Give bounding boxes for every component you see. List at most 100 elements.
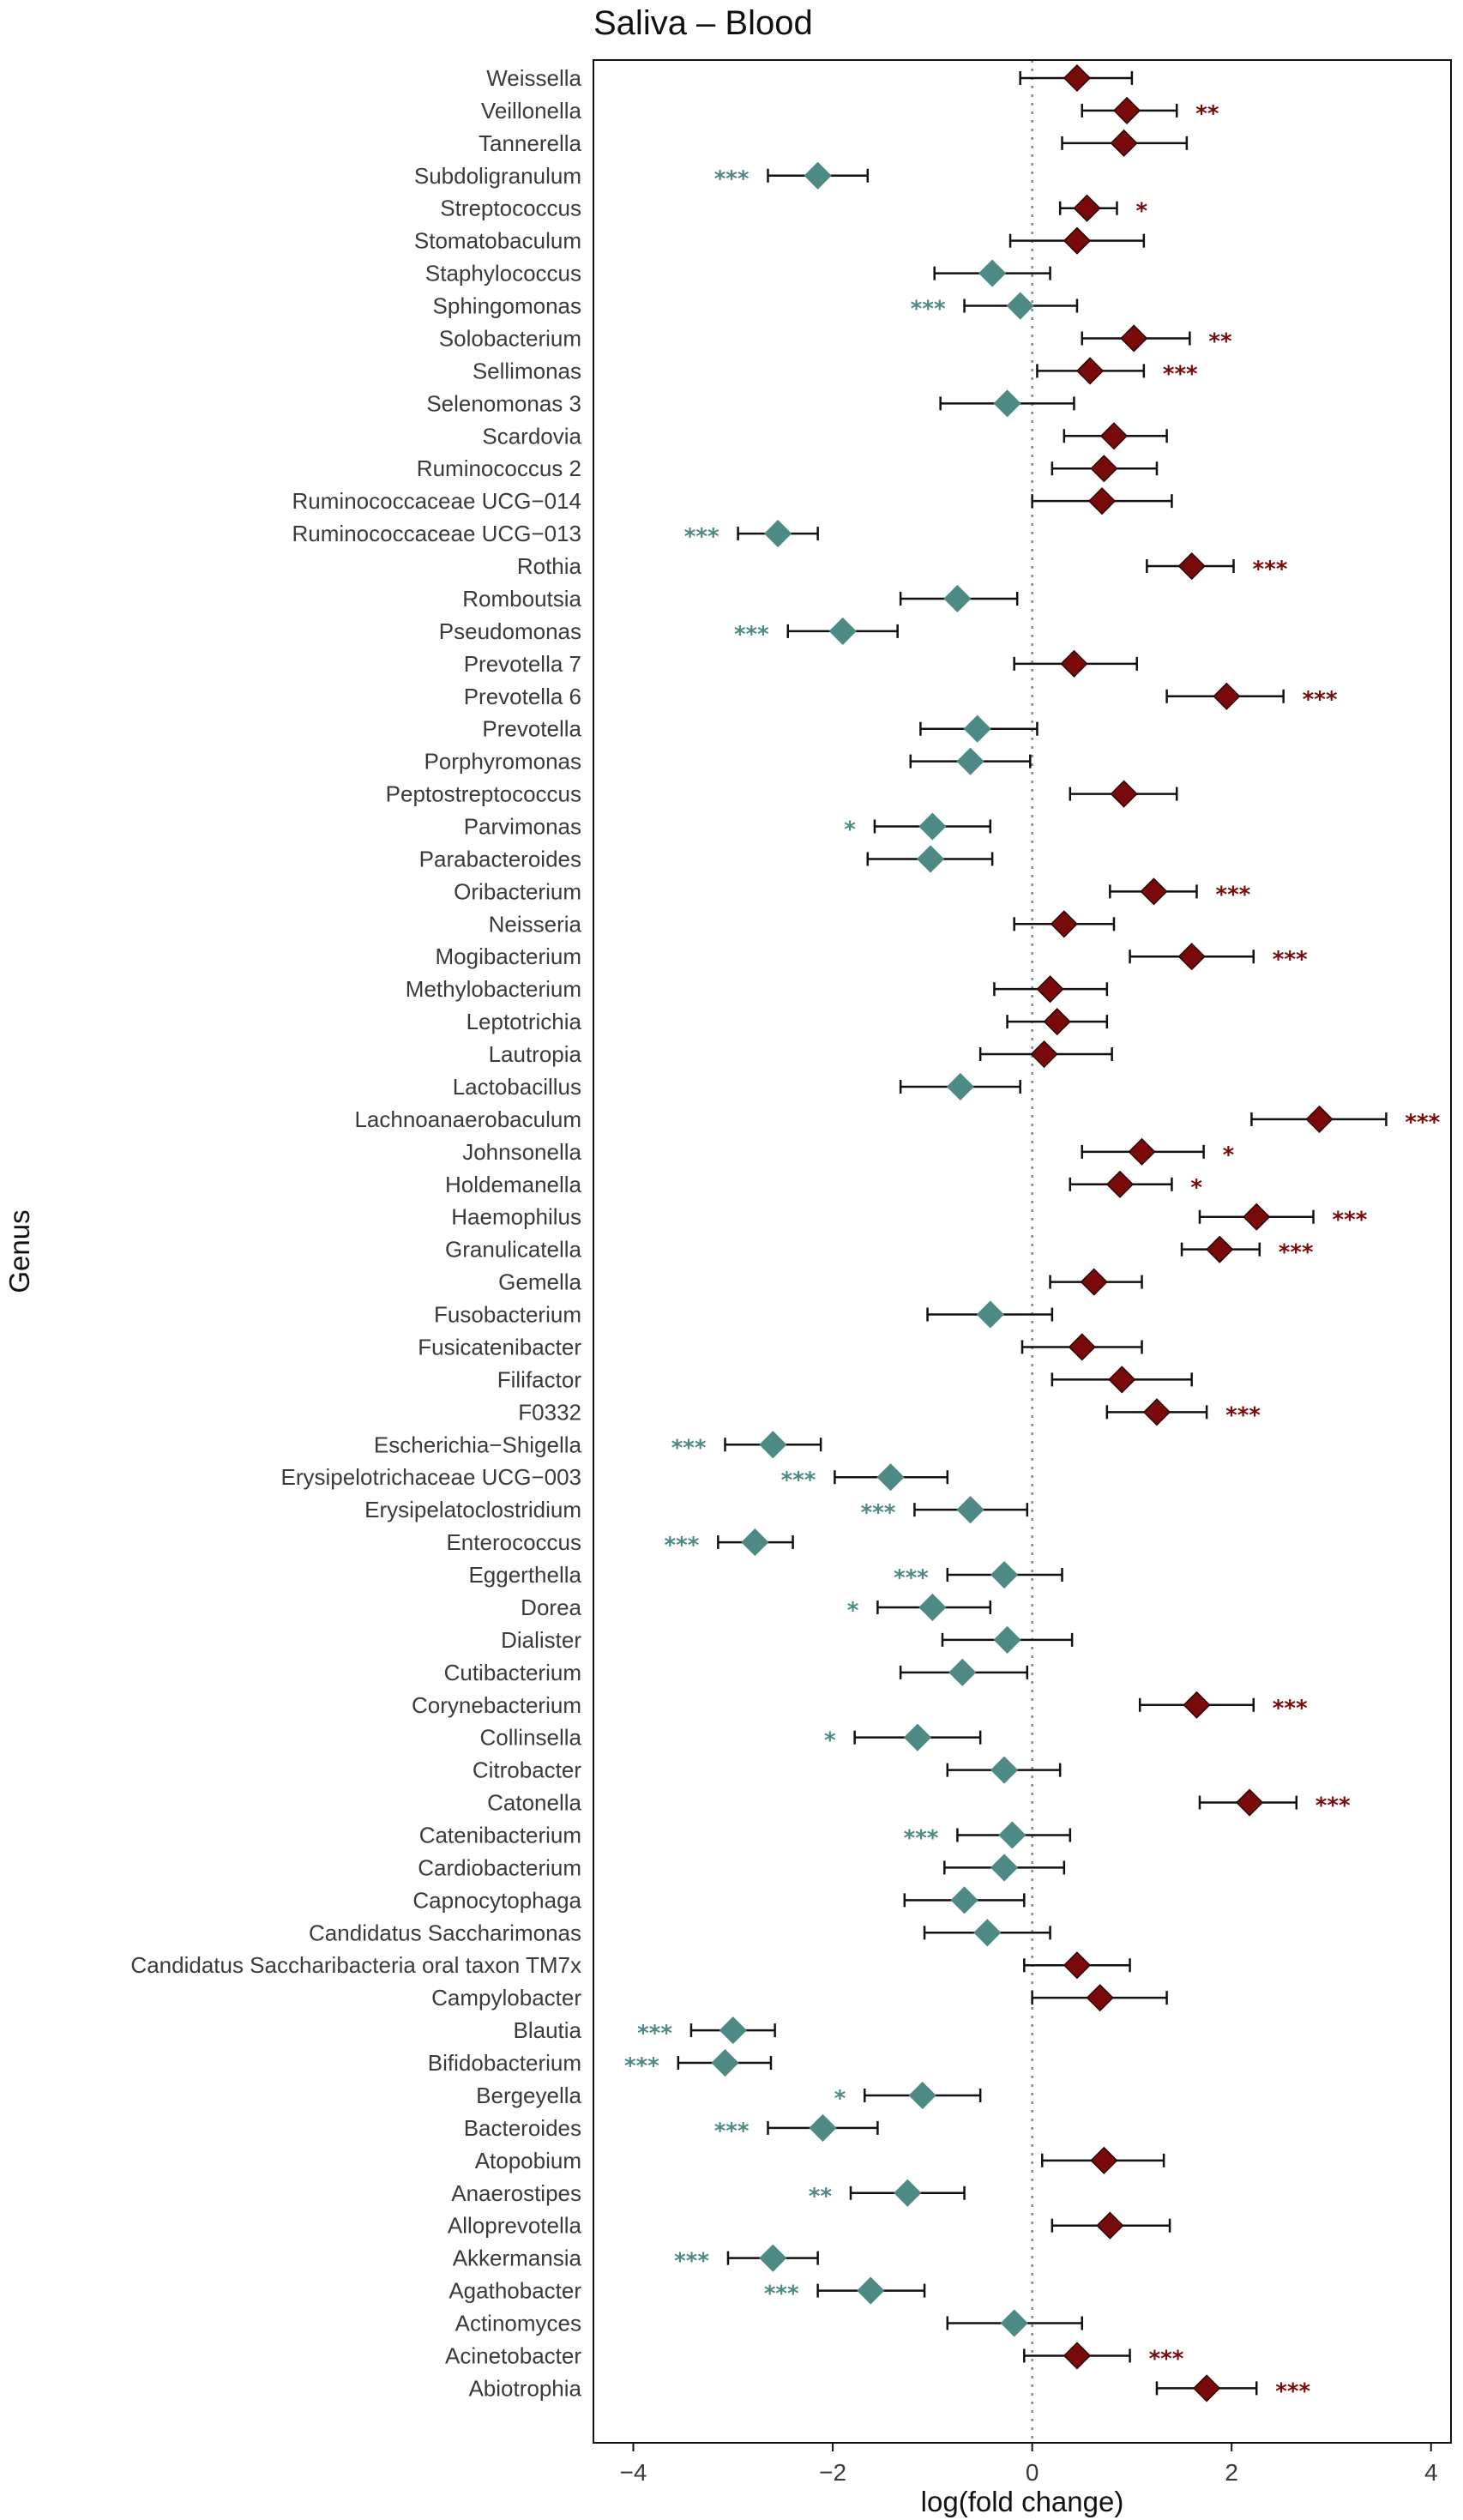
significance-label: **: [1195, 101, 1219, 127]
effect-diamond: [1213, 682, 1241, 710]
genus-row: Erysipelotrichaceae UCG−003 ***: [281, 1463, 949, 1493]
genus-label: Lactobacillus: [453, 1074, 581, 1100]
genus-label: Peptostreptococcus: [386, 781, 581, 807]
genus-label: Agathobacter: [449, 2278, 581, 2304]
x-tick-label: −4: [620, 2459, 647, 2486]
effect-diamond: [990, 1756, 1019, 1784]
effect-diamond: [1243, 1203, 1271, 1231]
significance-label: ***: [1273, 947, 1308, 973]
genus-row: Lachnoanaerobaculum ***: [354, 1105, 1441, 1136]
effect-diamond: [1099, 422, 1129, 450]
genus-label: Catonella: [487, 1790, 581, 1816]
genus-label: Sphingomonas: [433, 293, 581, 319]
significance-label: ***: [714, 2119, 750, 2144]
genus-row: Bacteroides ***: [464, 2113, 879, 2144]
genus-row: Gemella: [498, 1268, 1143, 1296]
genus-row: Eggerthella ***: [468, 1560, 1063, 1591]
genus-label: Holdemanella: [445, 1172, 582, 1197]
genus-row: Sellimonas ***: [473, 357, 1198, 387]
genus-label: Rothia: [517, 553, 582, 579]
genus-label: Atopobium: [475, 2148, 581, 2173]
significance-label: ***: [637, 2021, 672, 2047]
effect-diamond: [759, 2244, 787, 2272]
effect-diamond: [950, 1886, 978, 1914]
genus-row: Abiotrophia ***: [468, 2374, 1310, 2404]
genus-label: Granulicatella: [445, 1237, 582, 1263]
genus-label: Ruminococcaceae UCG−013: [292, 521, 581, 546]
genus-label: Alloprevotella: [448, 2213, 582, 2239]
effect-diamond: [1000, 2309, 1028, 2337]
genus-label: Parabacteroides: [419, 846, 581, 871]
significance-label: ***: [1163, 361, 1198, 387]
genus-row: Acinetobacter ***: [445, 2342, 1184, 2372]
genus-row: Prevotella 6 ***: [464, 682, 1338, 713]
genus-row: Weissella: [486, 63, 1134, 93]
genus-label: Blautia: [514, 2017, 582, 2043]
genus-row: Actinomyces: [455, 2309, 1084, 2337]
genus-row: Neisseria: [489, 910, 1116, 938]
genus-label: Erysipelotrichaceae UCG−003: [281, 1464, 581, 1490]
effect-diamond: [993, 1625, 1021, 1654]
genus-label: Prevotella 7: [464, 651, 581, 677]
genus-label: Gemella: [498, 1269, 581, 1295]
genus-label: Enterococcus: [446, 1529, 581, 1555]
effect-diamond: [1128, 1137, 1156, 1166]
genus-row: Parabacteroides: [419, 845, 994, 873]
genus-label: Solobacterium: [439, 325, 581, 351]
effect-diamond: [1108, 1366, 1136, 1394]
effect-diamond: [963, 714, 991, 743]
genus-row: Rothia ***: [517, 552, 1288, 582]
genus-label: Ruminococcaceae UCG−014: [292, 488, 581, 514]
significance-label: ***: [781, 1468, 816, 1493]
significance-label: ***: [1253, 557, 1288, 582]
genus-label: Candidatus Saccharibacteria oral taxon T…: [130, 1952, 581, 1978]
significance-label: ***: [894, 1565, 929, 1591]
effect-diamond: [759, 1431, 787, 1459]
effect-diamond: [918, 812, 947, 841]
effect-diamond: [876, 1463, 905, 1492]
x-tick-label: −2: [819, 2459, 846, 2486]
genus-label: Staphylococcus: [425, 261, 581, 286]
genus-label: Bacteroides: [464, 2115, 581, 2141]
effect-diamond: [1110, 129, 1138, 157]
significance-label: ***: [861, 1500, 896, 1526]
effect-diamond: [1063, 2342, 1092, 2370]
genus-row: Parvimonas *: [464, 812, 992, 843]
genus-row: Streptococcus *: [440, 194, 1147, 225]
genus-row: Bergeyella *: [476, 2081, 982, 2112]
genus-label: Subdoligranulum: [414, 163, 581, 189]
genus-label: Catenibacterium: [419, 1822, 581, 1848]
genus-label: Dorea: [521, 1595, 581, 1620]
significance-label: *: [1190, 1175, 1202, 1201]
effect-diamond: [1113, 96, 1141, 124]
significance-label: ***: [1273, 1696, 1308, 1721]
genus-row: Staphylococcus: [425, 259, 1051, 287]
x-tick-label: 0: [1026, 2459, 1039, 2486]
genus-label: Cardiobacterium: [418, 1854, 581, 1880]
effect-diamond: [916, 845, 945, 873]
effect-diamond: [1073, 194, 1101, 222]
effect-diamond: [764, 520, 792, 548]
genus-label: Bifidobacterium: [428, 2050, 581, 2076]
significance-label: ***: [904, 1825, 939, 1851]
genus-row: Collinsella *: [480, 1723, 982, 1754]
effect-diamond: [903, 1723, 931, 1751]
genus-row: Johnsonella *: [462, 1137, 1235, 1168]
genus-label: Anaerostipes: [451, 2180, 581, 2206]
genus-label: Oribacterium: [454, 878, 581, 904]
genus-row: Subdoligranulum ***: [414, 161, 870, 192]
effect-diamond: [943, 584, 972, 613]
genus-row: Mogibacterium ***: [435, 943, 1308, 973]
genus-row: Selenomonas 3: [426, 389, 1075, 418]
significance-label: **: [809, 2184, 833, 2210]
significance-label: **: [1208, 329, 1232, 354]
genus-row: Blautia ***: [514, 2017, 776, 2047]
effect-diamond: [1120, 324, 1148, 353]
genus-label: Campylobacter: [431, 1985, 581, 2011]
genus-label: Leptotrichia: [467, 1009, 582, 1034]
genus-row: Lactobacillus: [453, 1072, 1021, 1101]
genus-label: Mogibacterium: [435, 943, 581, 969]
genus-label: Tannerella: [479, 130, 582, 156]
effect-diamond: [1105, 1170, 1135, 1198]
